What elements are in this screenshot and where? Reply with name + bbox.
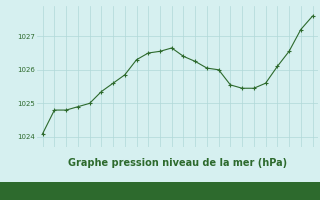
Text: Graphe pression niveau de la mer (hPa): Graphe pression niveau de la mer (hPa) bbox=[68, 158, 287, 168]
